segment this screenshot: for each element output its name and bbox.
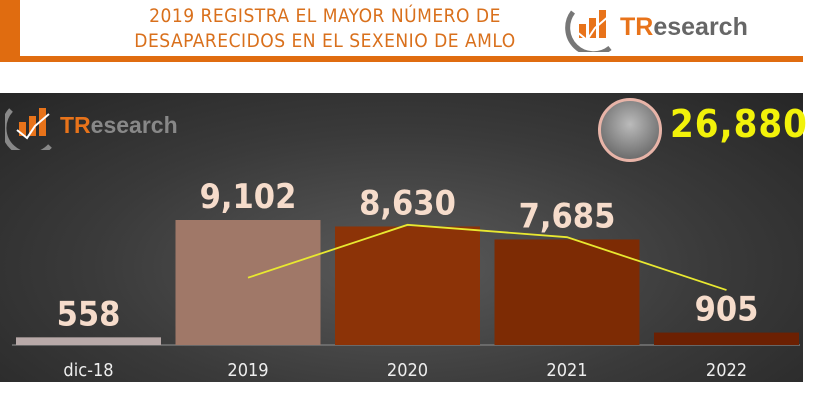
value-label-dic-18: 558 bbox=[57, 294, 121, 334]
value-label-2019: 9,102 bbox=[200, 177, 297, 217]
bar-dic-18 bbox=[16, 337, 161, 345]
panel-tresearch-logo: TR esearch bbox=[5, 100, 178, 150]
title-line-1: 2019 REGISTRA EL MAYOR NÚMERO DE bbox=[149, 5, 501, 27]
x-tick-label-2019: 2019 bbox=[227, 360, 268, 381]
bar-2019 bbox=[175, 220, 321, 345]
x-tick-label-2021: 2021 bbox=[546, 360, 587, 381]
logo-chart-icon bbox=[5, 108, 52, 150]
header-accent-bar bbox=[0, 0, 20, 60]
value-label-2020: 8,630 bbox=[359, 183, 456, 223]
x-tick-label-2020: 2020 bbox=[387, 360, 428, 381]
page-title: 2019 REGISTRA EL MAYOR NÚMERO DE DESAPAR… bbox=[100, 4, 550, 54]
x-tick-label-dic-18: dic-18 bbox=[63, 360, 113, 381]
header-divider bbox=[0, 56, 803, 62]
value-label-2021: 7,685 bbox=[519, 196, 616, 236]
bar-2021 bbox=[494, 239, 640, 345]
value-label-2022: 905 bbox=[695, 290, 759, 330]
tresearch-logo: TR esearch bbox=[565, 2, 748, 52]
amlo-avatar bbox=[598, 98, 662, 162]
trend-line bbox=[247, 223, 727, 291]
bar-2020 bbox=[335, 226, 480, 345]
title-line-2: DESAPARECIDOS EN EL SEXENIO DE AMLO bbox=[134, 30, 516, 52]
total-count: 26,880 bbox=[670, 102, 808, 146]
bar-2022 bbox=[654, 332, 799, 345]
logo-chart-icon bbox=[565, 10, 612, 52]
x-tick-label-2022: 2022 bbox=[706, 360, 747, 381]
